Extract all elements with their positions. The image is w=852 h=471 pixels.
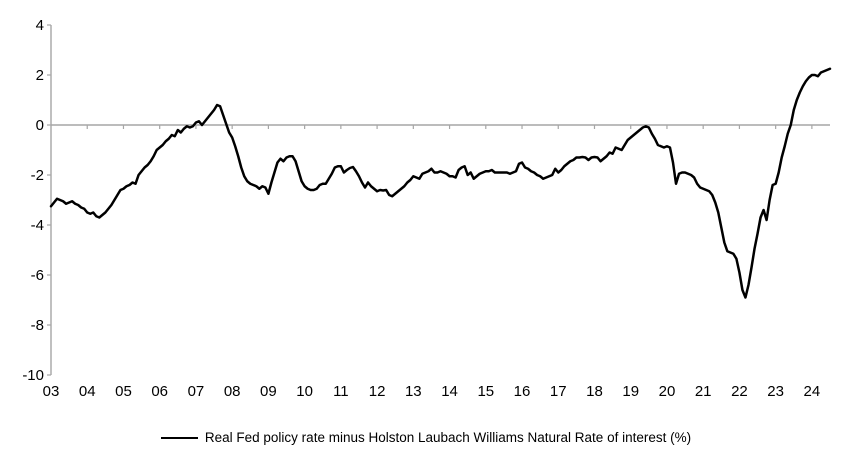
y-axis-label: -8 bbox=[31, 317, 44, 334]
x-axis-label: 12 bbox=[369, 383, 386, 400]
x-axis-label: 11 bbox=[333, 383, 349, 400]
x-axis-label: 08 bbox=[224, 383, 241, 400]
y-axis-label: -10 bbox=[22, 367, 44, 384]
x-axis-label: 21 bbox=[695, 383, 712, 400]
x-axis-label: 14 bbox=[441, 383, 458, 400]
legend-label: Real Fed policy rate minus Holston Lauba… bbox=[204, 430, 692, 445]
x-axis-label: 13 bbox=[405, 383, 422, 400]
x-axis-label: 10 bbox=[296, 383, 313, 400]
y-axis-label: 4 bbox=[36, 17, 44, 34]
series-line bbox=[49, 67, 832, 299]
x-axis-label: 19 bbox=[622, 383, 639, 400]
y-axis-label: 0 bbox=[36, 117, 44, 134]
x-axis-label: 03 bbox=[43, 383, 60, 400]
x-axis-label: 20 bbox=[659, 383, 676, 400]
x-axis-label: 16 bbox=[514, 383, 531, 400]
y-axis-label: -6 bbox=[31, 267, 44, 284]
x-axis-label: 23 bbox=[767, 383, 784, 400]
x-axis-label: 07 bbox=[188, 383, 205, 400]
x-axis-label: 05 bbox=[115, 383, 132, 400]
legend-line-swatch bbox=[160, 436, 198, 439]
x-axis-label: 22 bbox=[731, 383, 748, 400]
legend: Real Fed policy rate minus Holston Lauba… bbox=[0, 430, 852, 445]
x-axis-label: 17 bbox=[550, 383, 567, 400]
x-axis-label: 18 bbox=[586, 383, 603, 400]
y-axis-label: -4 bbox=[31, 217, 44, 234]
x-axis-label: 09 bbox=[260, 383, 277, 400]
x-axis-label: 24 bbox=[804, 383, 821, 400]
y-axis-label: 2 bbox=[36, 67, 44, 84]
x-axis-label: 15 bbox=[477, 383, 494, 400]
y-axis-label: -2 bbox=[31, 167, 44, 184]
x-axis-label: 06 bbox=[151, 383, 168, 400]
x-axis-label: 04 bbox=[79, 383, 96, 400]
